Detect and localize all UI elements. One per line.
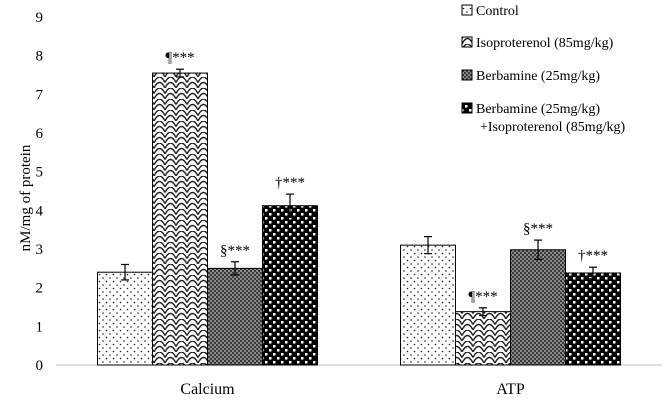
legend-label: Isoproterenol (85mg/kg)	[476, 36, 614, 51]
bar	[262, 205, 318, 366]
legend-label-line2: +Isoproterenol (85mg/kg)	[480, 120, 625, 135]
legend: Control Isoproterenol (85mg/kg) Berbamine …	[461, 4, 625, 135]
y-tick-label: 6	[36, 126, 44, 142]
y-tick-label: 3	[36, 242, 44, 258]
significance-label: ¶***	[165, 50, 194, 66]
legend-swatch	[461, 69, 473, 81]
bar	[152, 72, 208, 366]
y-tick-label: 0	[36, 358, 44, 374]
legend-label: Berbamine (25mg/kg)	[476, 69, 600, 84]
legend-swatch	[461, 4, 473, 16]
significance-label: †***	[275, 175, 305, 191]
y-tick-label: 4	[36, 203, 44, 219]
bars-layer: ¶*** §*** †*** ¶*** §*** †***	[97, 50, 621, 366]
bar	[565, 272, 621, 366]
bar	[400, 244, 456, 366]
significance-label: §***	[523, 221, 553, 237]
significance-label: †***	[578, 248, 608, 264]
bar	[97, 271, 153, 366]
x-axis-labels: Calcium ATP	[180, 381, 524, 398]
legend-label: Control	[476, 4, 519, 19]
y-axis-label: nM/mg of protein	[18, 144, 34, 251]
legend-swatch	[461, 102, 473, 114]
category-label: ATP	[496, 381, 525, 398]
bar	[510, 249, 566, 366]
bar	[455, 311, 511, 366]
significance-label: ¶***	[468, 289, 497, 305]
y-tick-label: 2	[36, 281, 44, 297]
y-tick-label: 7	[36, 87, 44, 103]
significance-label: §***	[220, 243, 250, 259]
y-tick-label: 8	[36, 49, 44, 65]
y-axis-ticks: 0 1 2 3 4 5 6 7 8 9	[36, 10, 44, 374]
y-tick-label: 9	[36, 10, 44, 26]
legend-label: Berbamine (25mg/kg)	[476, 102, 600, 117]
y-tick-label: 5	[36, 165, 44, 181]
legend-swatch	[461, 36, 473, 48]
bar	[207, 267, 263, 366]
category-label: Calcium	[180, 381, 235, 398]
y-tick-label: 1	[36, 319, 44, 335]
